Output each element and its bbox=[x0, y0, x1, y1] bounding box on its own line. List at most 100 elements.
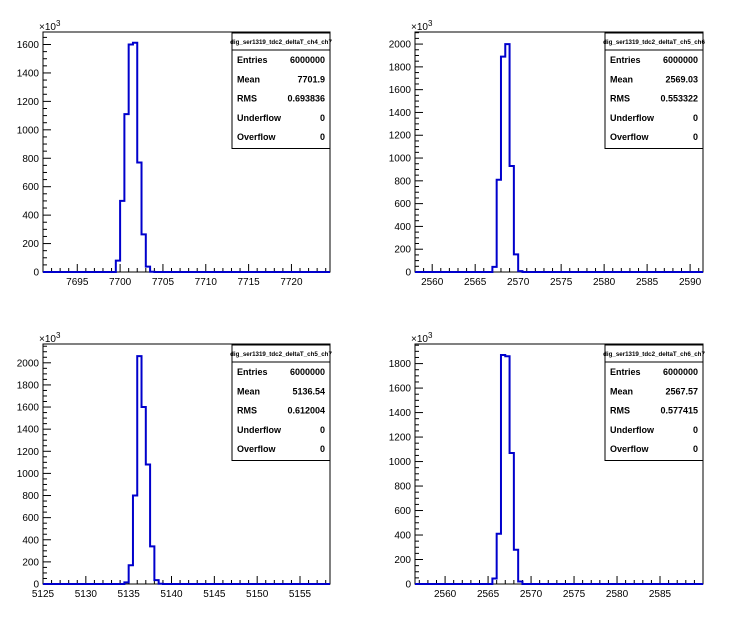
stats-box: dig_ser1319_tdc2_deltaT_ch6_ch7 Entries 60… bbox=[603, 344, 705, 461]
y-tick-label: 600 bbox=[22, 182, 39, 193]
stats-box-frame bbox=[231, 32, 331, 149]
stats-value: 2567.57 bbox=[665, 386, 698, 396]
x-tick-label: 5145 bbox=[203, 589, 226, 600]
y-tick-label: 600 bbox=[394, 506, 411, 517]
stats-box-frame bbox=[604, 344, 704, 461]
x-tick-label: 2565 bbox=[464, 277, 487, 288]
stats-value: 6000000 bbox=[290, 55, 325, 65]
stats-label: Underflow bbox=[610, 113, 655, 123]
x-tick-label: 2585 bbox=[636, 277, 659, 288]
x-tick-label: 5130 bbox=[75, 589, 98, 600]
stats-value: 2569.03 bbox=[665, 74, 698, 84]
y-tick-label: 1200 bbox=[17, 447, 40, 458]
y-tick-label: 1000 bbox=[17, 469, 40, 480]
histogram-panel-1: 0 200 400 600 800 1000 1200 1400 1600 7695 7700 770… bbox=[17, 19, 333, 288]
x-tick-label: 2560 bbox=[434, 589, 457, 600]
y-tick-label: 1800 bbox=[17, 380, 40, 391]
stats-value: 0 bbox=[693, 113, 698, 123]
stats-value: 0 bbox=[320, 425, 325, 435]
y-tick-label: 2000 bbox=[389, 40, 412, 51]
stats-label: Entries bbox=[237, 55, 268, 65]
stats-label: Entries bbox=[610, 367, 641, 377]
y-multiplier-base: ×10 bbox=[411, 22, 428, 33]
y-tick-label: 1000 bbox=[389, 457, 412, 468]
stats-label: Mean bbox=[237, 386, 260, 396]
y-multiplier-exponent: 3 bbox=[56, 19, 61, 28]
y-tick-label: 200 bbox=[22, 239, 39, 250]
stats-box-title: dig_ser1319_tdc2_deltaT_ch5_ch7 bbox=[230, 351, 332, 358]
x-tick-label: 5155 bbox=[289, 589, 312, 600]
stats-value: 0 bbox=[693, 444, 698, 454]
stats-value: 6000000 bbox=[663, 367, 698, 377]
stats-label: RMS bbox=[237, 94, 257, 104]
x-tick-label: 2580 bbox=[606, 589, 629, 600]
x-tick-label: 2590 bbox=[679, 277, 702, 288]
stats-value: 7701.9 bbox=[297, 74, 325, 84]
y-tick-label: 1600 bbox=[389, 384, 412, 395]
stats-label: Underflow bbox=[237, 113, 282, 123]
y-tick-label: 800 bbox=[394, 176, 411, 187]
y-tick-label: 1200 bbox=[17, 97, 40, 108]
stats-label: Overflow bbox=[237, 444, 277, 454]
y-tick-label: 0 bbox=[33, 268, 39, 279]
x-tick-label: 2560 bbox=[421, 277, 444, 288]
y-tick-label: 1400 bbox=[17, 425, 40, 436]
y-axis-multiplier: ×103 bbox=[39, 19, 61, 33]
y-multiplier-base: ×10 bbox=[411, 334, 428, 345]
stats-value: 0 bbox=[320, 132, 325, 142]
stats-box: dig_ser1319_tdc2_deltaT_ch5_ch6 Entries 60… bbox=[603, 32, 705, 149]
y-tick-label: 400 bbox=[394, 222, 411, 233]
y-tick-label: 1600 bbox=[17, 40, 40, 51]
stats-value: 0.612004 bbox=[287, 406, 325, 416]
stats-box-title: dig_ser1319_tdc2_deltaT_ch4_ch7 bbox=[230, 39, 332, 46]
histogram-series bbox=[415, 43, 703, 273]
y-tick-label: 800 bbox=[394, 482, 411, 493]
y-tick-label: 1000 bbox=[17, 125, 40, 136]
stats-value: 0.553322 bbox=[660, 94, 698, 104]
histogram-series bbox=[43, 41, 330, 273]
stats-label: Underflow bbox=[610, 425, 655, 435]
stats-value: 5136.54 bbox=[292, 386, 325, 396]
y-tick-label: 800 bbox=[22, 491, 39, 502]
stats-label: Underflow bbox=[237, 425, 282, 435]
y-tick-label: 1200 bbox=[389, 131, 412, 142]
stats-box: dig_ser1319_tdc2_deltaT_ch5_ch7 Entries 60… bbox=[230, 344, 332, 461]
stats-box-title: dig_ser1319_tdc2_deltaT_ch5_ch6 bbox=[603, 39, 705, 46]
stats-label: Mean bbox=[237, 74, 260, 84]
stats-label: Overflow bbox=[610, 444, 650, 454]
x-tick-label: 5150 bbox=[246, 589, 269, 600]
y-axis-multiplier: ×103 bbox=[411, 331, 433, 345]
stats-box-frame bbox=[231, 344, 331, 461]
x-tick-label: 7705 bbox=[152, 277, 175, 288]
y-tick-label: 600 bbox=[394, 199, 411, 210]
y-tick-label: 1400 bbox=[17, 68, 40, 79]
histogram-series bbox=[43, 355, 330, 585]
stats-value: 0 bbox=[320, 444, 325, 454]
x-tick-label: 7695 bbox=[66, 277, 89, 288]
stats-value: 6000000 bbox=[290, 367, 325, 377]
y-tick-label: 0 bbox=[405, 580, 411, 591]
x-tick-label: 2575 bbox=[563, 589, 586, 600]
y-tick-label: 1600 bbox=[17, 403, 40, 414]
y-multiplier-exponent: 3 bbox=[56, 331, 61, 340]
y-tick-label: 200 bbox=[394, 245, 411, 256]
stats-value: 0.693836 bbox=[287, 94, 325, 104]
x-tick-label: 7720 bbox=[280, 277, 303, 288]
histogram-panel-3: 0 200 400 600 800 1000 1200 1400 1600 1800 2000 512… bbox=[17, 331, 333, 600]
y-tick-label: 200 bbox=[22, 557, 39, 568]
x-tick-label: 2570 bbox=[520, 589, 543, 600]
y-multiplier-exponent: 3 bbox=[428, 19, 433, 28]
x-tick-label: 5135 bbox=[118, 589, 141, 600]
y-tick-label: 1400 bbox=[389, 108, 412, 119]
stats-label: Mean bbox=[610, 386, 633, 396]
y-tick-label: 400 bbox=[22, 211, 39, 222]
stats-label: RMS bbox=[610, 94, 630, 104]
x-tick-label: 2580 bbox=[593, 277, 616, 288]
stats-box-title: dig_ser1319_tdc2_deltaT_ch6_ch7 bbox=[603, 351, 705, 358]
stats-value: 0 bbox=[693, 132, 698, 142]
y-tick-label: 1800 bbox=[389, 359, 412, 370]
y-tick-label: 0 bbox=[33, 580, 39, 591]
y-multiplier-base: ×10 bbox=[39, 22, 56, 33]
y-tick-label: 400 bbox=[22, 535, 39, 546]
